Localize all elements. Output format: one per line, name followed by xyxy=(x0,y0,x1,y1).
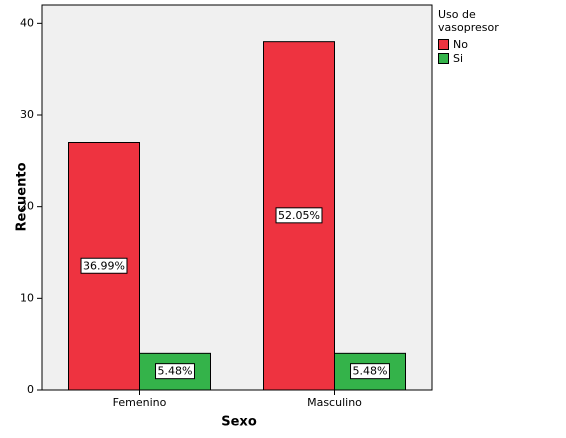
x-tick-label: Femenino xyxy=(113,396,167,409)
legend-label: No xyxy=(453,37,468,51)
legend-title: Uso de vasopresor xyxy=(438,8,499,34)
y-tick-label: 0 xyxy=(27,383,34,396)
value-label: 52.05% xyxy=(278,209,320,222)
legend-label: Si xyxy=(453,51,464,65)
value-label: 5.48% xyxy=(353,365,388,378)
legend-swatch xyxy=(438,52,449,64)
legend-swatch xyxy=(438,38,449,50)
x-axis-label: Sexo xyxy=(221,415,257,430)
value-label: 5.48% xyxy=(158,365,193,378)
value-label-box xyxy=(275,207,323,224)
y-axis-label: Recuento xyxy=(15,162,30,231)
y-tick-label: 20 xyxy=(20,200,34,213)
y-tick-label: 30 xyxy=(20,108,34,121)
legend: Uso de vasopresor No Si xyxy=(438,8,518,65)
y-tick-label: 40 xyxy=(20,16,34,29)
value-label: 36.99% xyxy=(83,259,125,272)
legend-item: Si xyxy=(438,51,518,65)
bar xyxy=(139,352,211,391)
value-label-group: 52.05% xyxy=(275,207,323,224)
legend-item: No xyxy=(438,37,518,51)
value-label-box xyxy=(155,363,195,380)
value-label-box xyxy=(80,257,128,274)
value-label-box xyxy=(350,363,390,380)
y-tick-label: 10 xyxy=(20,291,34,304)
value-label-group: 5.48% xyxy=(155,363,195,380)
value-label-group: 5.48% xyxy=(350,363,390,380)
value-label-group: 36.99% xyxy=(80,257,128,274)
x-tick-label: Masculino xyxy=(307,396,362,409)
